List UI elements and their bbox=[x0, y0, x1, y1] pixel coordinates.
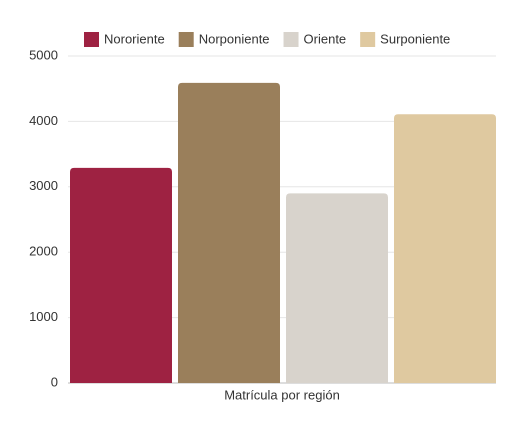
legend-swatch bbox=[84, 32, 99, 47]
y-tick-label: 1000 bbox=[29, 309, 58, 324]
legend-label: Surponiente bbox=[380, 31, 450, 46]
legend-swatch bbox=[283, 32, 299, 47]
y-tick-label: 2000 bbox=[29, 244, 58, 259]
y-tick-label: 5000 bbox=[29, 47, 58, 62]
y-tick-label: 0 bbox=[51, 374, 58, 389]
y-tick-label: 4000 bbox=[29, 113, 58, 128]
legend-label: Oriente bbox=[304, 31, 347, 46]
bar bbox=[286, 193, 388, 383]
bar bbox=[178, 82, 280, 384]
legend-label: Norponiente bbox=[199, 31, 270, 46]
legend-label: Nororiente bbox=[104, 31, 165, 46]
bar bbox=[394, 114, 496, 384]
legend-swatch bbox=[360, 32, 376, 47]
bar bbox=[70, 167, 172, 383]
y-tick-label: 3000 bbox=[29, 178, 58, 193]
x-tick-label: Matrícula por región bbox=[224, 387, 340, 402]
legend-swatch bbox=[178, 32, 194, 47]
